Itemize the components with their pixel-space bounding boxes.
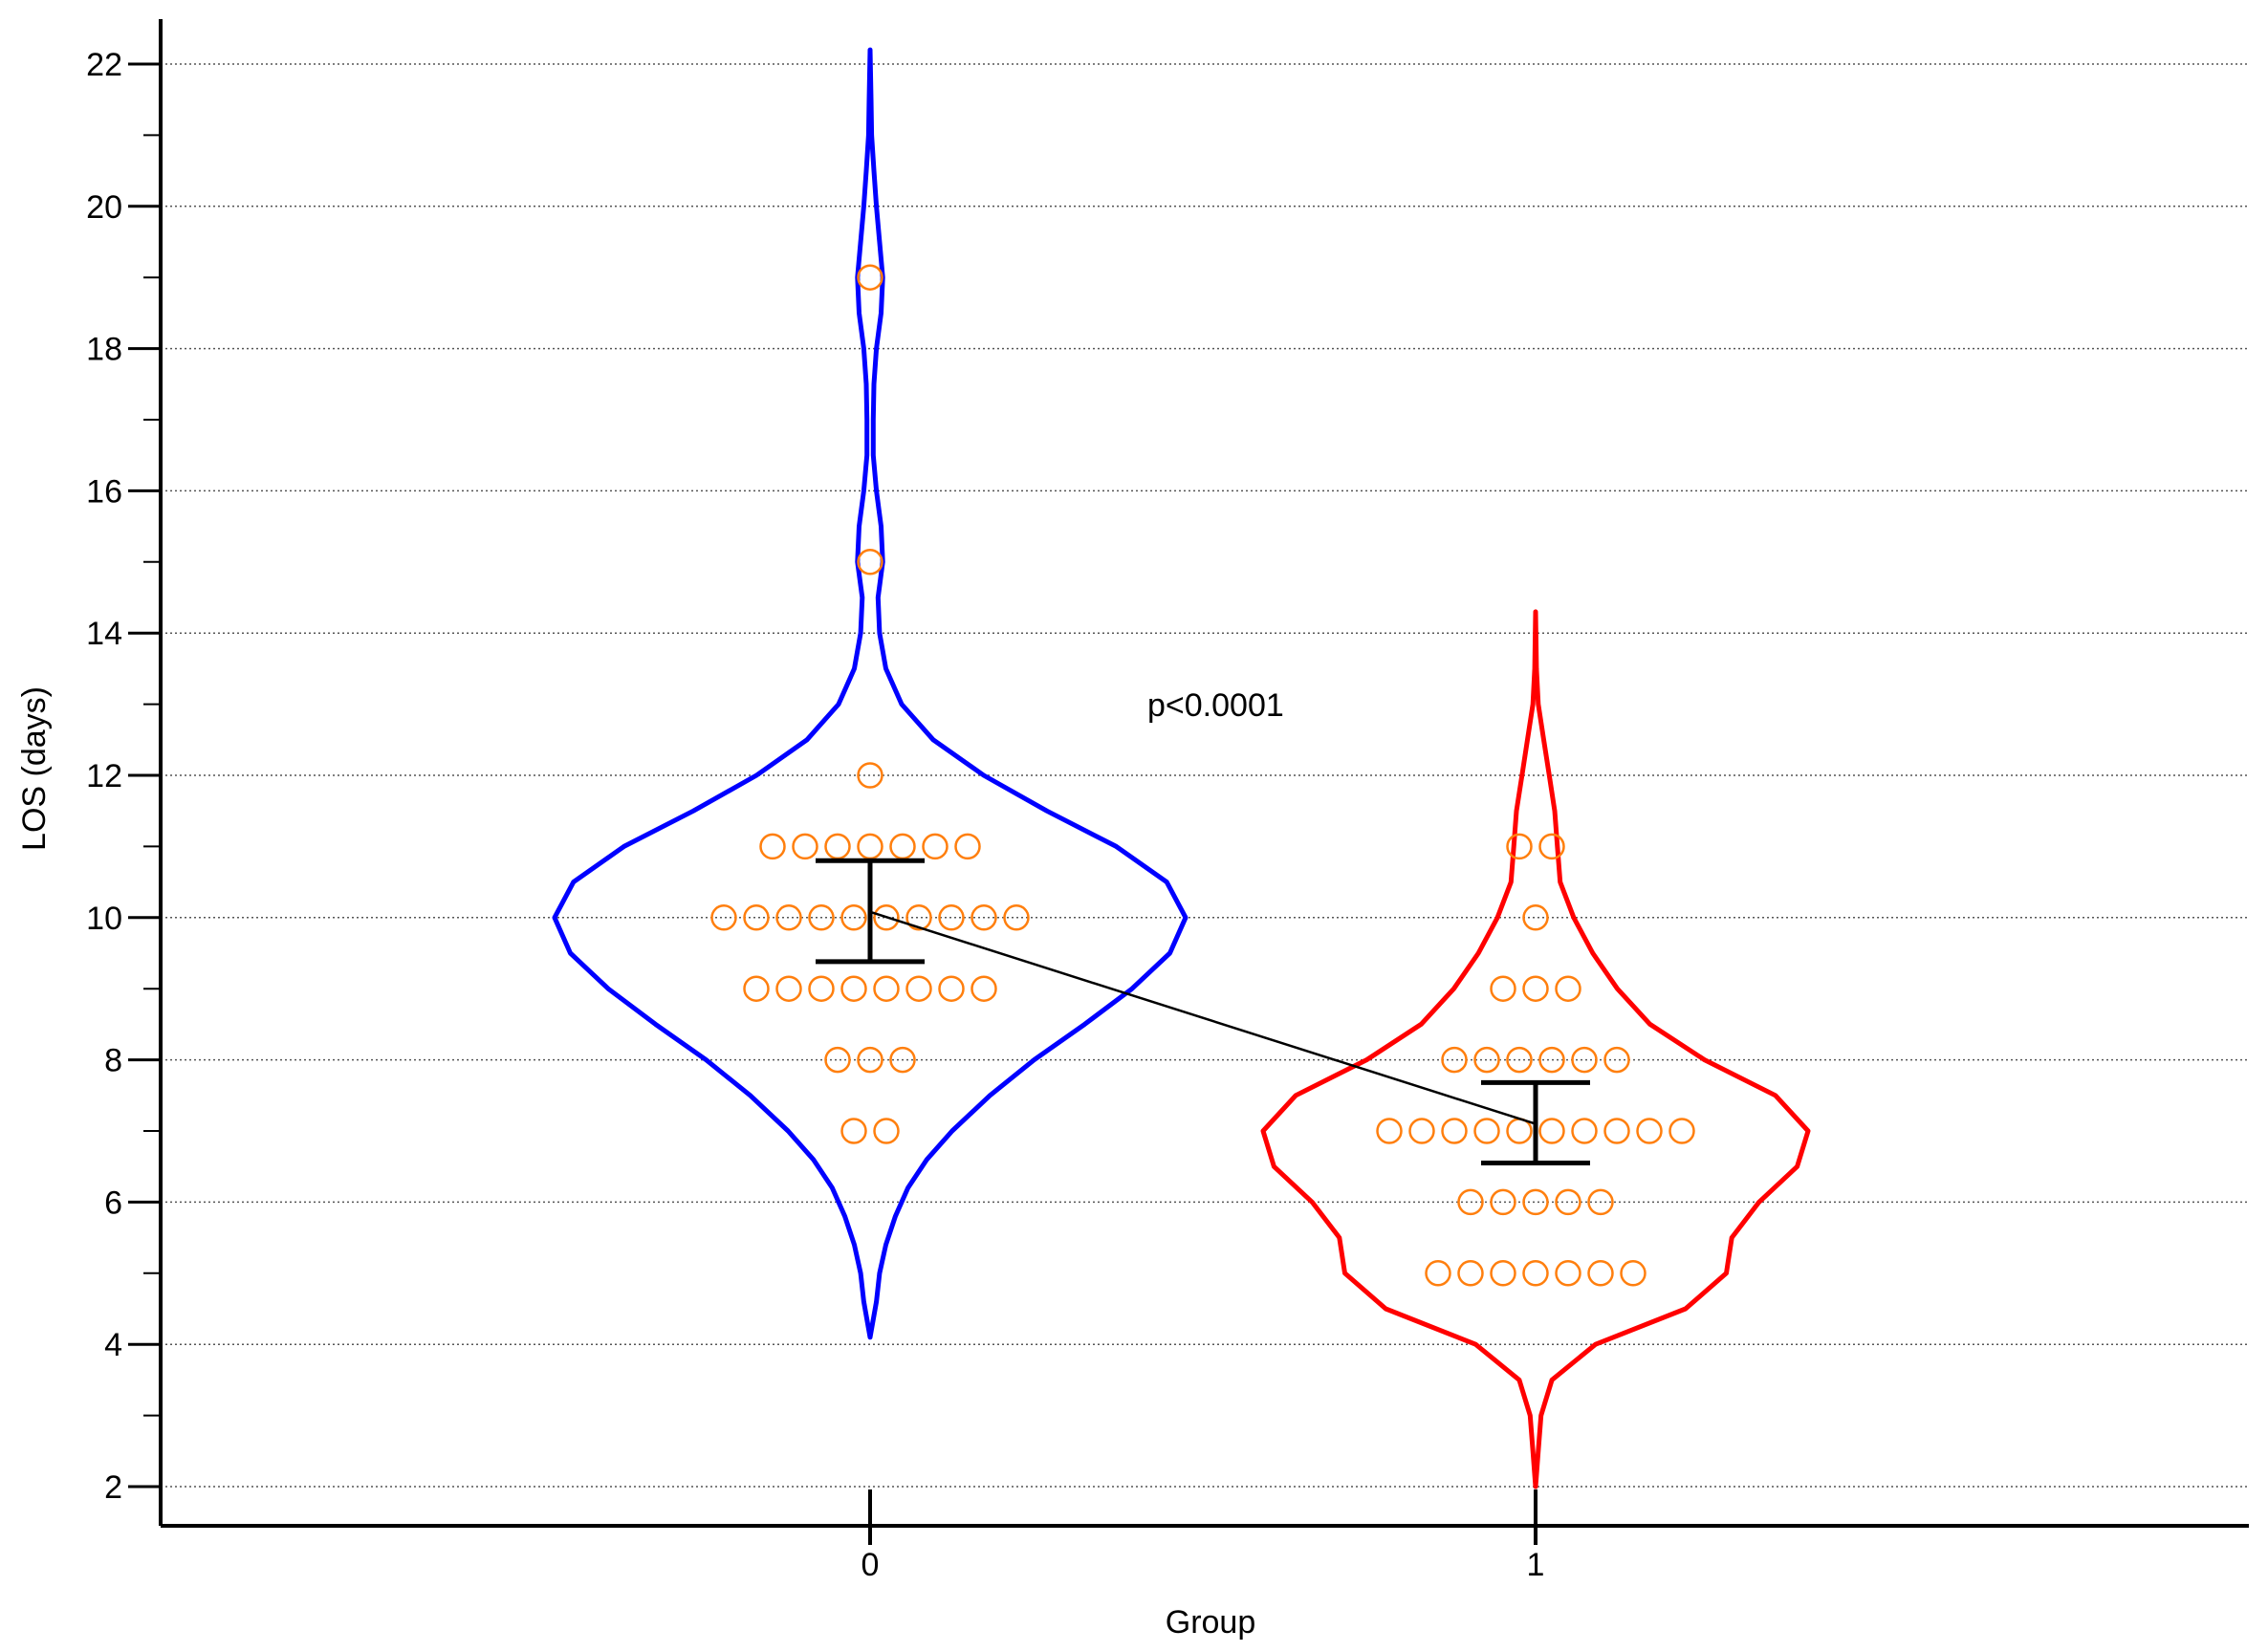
mean-connector: [869, 910, 1537, 1125]
data-point: [775, 975, 802, 1002]
y-tick-label: 20: [86, 189, 122, 226]
data-point: [954, 833, 981, 860]
data-point: [840, 1118, 867, 1144]
data-point: [710, 904, 737, 931]
data-point: [873, 904, 900, 931]
data-point: [1441, 1118, 1468, 1144]
data-point: [1522, 1260, 1549, 1287]
data-point: [1620, 1260, 1646, 1287]
data-point: [922, 833, 949, 860]
data-point: [1522, 975, 1549, 1002]
y-tick-label: 16: [86, 473, 122, 510]
data-point: [1506, 1046, 1533, 1074]
x-tick-label: 1: [1527, 1547, 1545, 1583]
data-point: [1555, 1260, 1581, 1287]
data-point: [1555, 975, 1581, 1002]
data-point: [938, 975, 965, 1002]
violins: [552, 47, 1811, 1489]
x-axis-title: Group: [1166, 1604, 1256, 1641]
data-point: [873, 1118, 900, 1144]
data-point: [857, 264, 883, 291]
data-point: [938, 904, 965, 931]
data-point: [857, 833, 883, 860]
y-tick-label: 4: [104, 1327, 122, 1363]
data-point: [840, 975, 867, 1002]
data-point: [1457, 1260, 1484, 1287]
x-tick-label: 0: [861, 1547, 880, 1583]
data-point: [1490, 975, 1516, 1002]
y-tick-label: 6: [104, 1185, 122, 1221]
data-point: [905, 904, 932, 931]
data-point: [1473, 1118, 1500, 1144]
data-point: [1506, 1118, 1533, 1144]
y-tick-label: 10: [86, 901, 122, 937]
data-point: [1538, 833, 1565, 860]
data-point: [1441, 1046, 1468, 1074]
data-point: [1376, 1118, 1403, 1144]
data-point: [1425, 1260, 1451, 1287]
data-point: [905, 975, 932, 1002]
data-point: [857, 762, 883, 789]
data-point: [1636, 1118, 1663, 1144]
axes: [128, 19, 2249, 1545]
data-point: [808, 975, 835, 1002]
data-point: [808, 904, 835, 931]
data-point: [1522, 1188, 1549, 1216]
data-point: [743, 975, 770, 1002]
data-point: [970, 904, 997, 931]
data-point: [1603, 1046, 1630, 1074]
y-tick-label: 22: [86, 47, 122, 83]
violin-group-1: [1260, 609, 1811, 1489]
data-point: [1587, 1260, 1614, 1287]
data-point: [1603, 1118, 1630, 1144]
p-value-annotation: p<0.0001: [1147, 687, 1284, 724]
data-point: [1587, 1188, 1614, 1216]
data-points: [710, 264, 1695, 1287]
data-point: [970, 975, 997, 1002]
data-point: [743, 904, 770, 931]
gridlines: [161, 63, 2249, 1488]
data-point: [889, 833, 916, 860]
y-tick-label: 14: [86, 616, 122, 652]
data-point: [1538, 1118, 1565, 1144]
data-point: [889, 1046, 916, 1074]
data-point: [1668, 1118, 1695, 1144]
data-point: [857, 1046, 883, 1074]
data-point: [824, 1046, 851, 1074]
data-point: [873, 975, 900, 1002]
y-tick-label: 8: [104, 1043, 122, 1079]
data-point: [1555, 1188, 1581, 1216]
data-point: [824, 833, 851, 860]
data-point: [840, 904, 867, 931]
tick-labels: 2 4 6 8 10 12 14 16 18 20 22 0 1: [86, 47, 1544, 1583]
data-point: [1571, 1046, 1598, 1074]
data-point: [1457, 1188, 1484, 1216]
data-point: [1003, 904, 1030, 931]
y-tick-label: 2: [104, 1469, 122, 1506]
data-point: [1571, 1118, 1598, 1144]
data-point: [1522, 904, 1549, 931]
data-point: [792, 833, 818, 860]
data-point: [1408, 1118, 1435, 1144]
data-point: [857, 549, 883, 576]
data-point: [1506, 833, 1533, 860]
data-point: [775, 904, 802, 931]
mean-ci-markers: [816, 858, 1590, 1165]
data-point: [1473, 1046, 1500, 1074]
y-tick-label: 12: [86, 758, 122, 794]
data-point: [759, 833, 786, 860]
y-axis-title: LOS (days): [16, 686, 53, 851]
violin-group-0: [552, 47, 1189, 1340]
y-tick-label: 18: [86, 332, 122, 368]
data-point: [1490, 1260, 1516, 1287]
data-point: [1490, 1188, 1516, 1216]
data-point: [1538, 1046, 1565, 1074]
